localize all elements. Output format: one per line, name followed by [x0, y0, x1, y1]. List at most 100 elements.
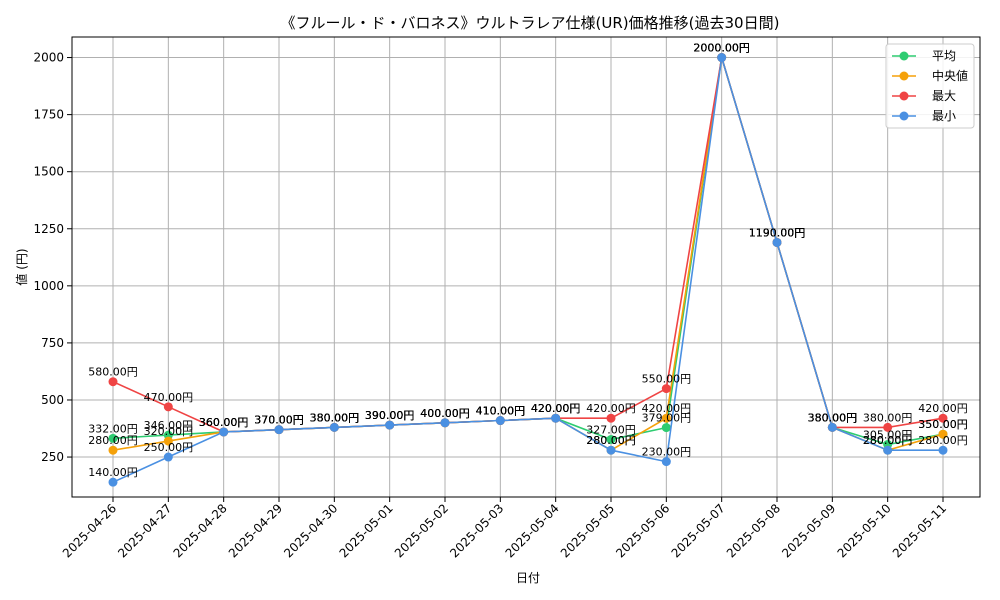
y-tick-label: 1500	[33, 165, 64, 179]
data-label: 410.00円	[476, 405, 526, 418]
legend-item: 最大	[892, 89, 956, 103]
x-tick-label: 2025-05-02	[392, 501, 451, 560]
data-label: 380.00円	[863, 411, 913, 424]
series-line	[112, 57, 944, 446]
legend-label: 中央値	[932, 68, 968, 83]
data-label: 280.00円	[863, 434, 913, 447]
data-label: 2000.00円	[693, 42, 750, 55]
series-3	[108, 53, 948, 487]
data-label: 380.00円	[310, 411, 360, 424]
series-line	[112, 57, 943, 483]
data-point	[108, 445, 118, 455]
y-tick-label: 2000	[33, 51, 64, 65]
data-label: 370.00円	[254, 414, 304, 427]
x-tick-label: 2025-05-09	[779, 501, 838, 560]
y-tick-label: 250	[41, 450, 64, 464]
y-tick-label: 1000	[33, 279, 64, 293]
x-tick-label: 2025-05-10	[835, 501, 894, 560]
series-line	[112, 57, 944, 433]
data-label: 370.00円	[254, 414, 304, 427]
data-point	[827, 422, 837, 432]
legend-label: 最小	[932, 109, 956, 123]
x-axis-ticks: 2025-04-262025-04-272025-04-282025-04-29…	[60, 497, 949, 560]
data-point	[108, 477, 118, 487]
legend-item: 平均	[892, 49, 956, 63]
x-tick-label: 2025-05-03	[447, 501, 506, 560]
x-tick-label: 2025-04-30	[281, 501, 340, 560]
data-point	[938, 445, 948, 455]
data-label: 360.00円	[199, 416, 249, 429]
data-label: 1190.00円	[749, 226, 806, 239]
data-point	[883, 422, 893, 432]
data-label: 420.00円	[531, 402, 581, 415]
data-point	[163, 436, 173, 446]
data-label: 360.00円	[199, 416, 249, 429]
x-tick-label: 2025-05-01	[337, 501, 396, 560]
data-point	[108, 433, 118, 443]
data-label: 380.00円	[808, 411, 858, 424]
data-label: 400.00円	[420, 407, 470, 420]
data-label: 280.00円	[88, 434, 138, 447]
legend-label: 最大	[932, 89, 956, 103]
data-point	[661, 423, 671, 433]
data-label: 320.00円	[144, 425, 194, 438]
data-label: 280.00円	[586, 434, 636, 447]
data-label: 400.00円	[420, 407, 470, 420]
data-point	[606, 434, 616, 444]
data-label: 390.00円	[365, 409, 415, 422]
data-label: 250.00円	[144, 441, 194, 454]
x-tick-label: 2025-05-08	[724, 501, 783, 560]
data-label: 410.00円	[476, 405, 526, 418]
data-label: 1190.00円	[749, 226, 806, 239]
data-label: 2000.00円	[693, 42, 750, 55]
data-label: 420.00円	[531, 402, 581, 415]
series-2	[108, 53, 948, 437]
data-label: 332.00円	[88, 422, 138, 435]
data-label: 410.00円	[476, 405, 526, 418]
x-tick-label: 2025-05-04	[503, 501, 562, 560]
legend-item: 最小	[892, 109, 956, 123]
x-tick-label: 2025-05-07	[669, 501, 728, 560]
y-tick-label: 1750	[33, 108, 64, 122]
series-layer	[108, 53, 948, 487]
data-label: 380.00円	[310, 411, 360, 424]
grid	[72, 37, 980, 497]
y-tick-label: 1250	[33, 222, 64, 236]
legend-marker	[899, 111, 909, 121]
data-point	[551, 413, 561, 423]
data-point	[274, 425, 284, 435]
series-line	[112, 57, 944, 452]
data-label: 350.00円	[918, 418, 968, 431]
data-label: 400.00円	[420, 407, 470, 420]
data-point	[717, 53, 727, 63]
data-point	[883, 445, 893, 455]
data-label: 420.00円	[586, 402, 636, 415]
data-point	[661, 457, 671, 467]
y-tick-label: 500	[41, 393, 64, 407]
data-label: 360.00円	[199, 416, 249, 429]
data-label: 327.00円	[586, 423, 636, 436]
y-tick-label: 750	[41, 336, 64, 350]
data-point	[219, 427, 229, 437]
data-point	[329, 422, 339, 432]
data-label: 360.00円	[199, 416, 249, 429]
data-label: 370.00円	[254, 414, 304, 427]
legend-marker	[899, 71, 909, 81]
data-label: 280.00円	[586, 434, 636, 447]
data-point	[938, 429, 948, 439]
data-point	[606, 445, 616, 455]
data-point	[772, 237, 782, 247]
data-point	[385, 420, 395, 430]
data-label: 346.00円	[144, 419, 194, 432]
x-tick-label: 2025-05-05	[558, 501, 617, 560]
data-label: 2000.00円	[693, 42, 750, 55]
data-point	[163, 452, 173, 462]
data-label: 380.00円	[310, 411, 360, 424]
data-point	[440, 418, 450, 428]
data-label: 280.00円	[918, 434, 968, 447]
data-label: 420.00円	[642, 402, 692, 415]
legend-box	[885, 43, 975, 129]
data-label: 390.00円	[365, 409, 415, 422]
